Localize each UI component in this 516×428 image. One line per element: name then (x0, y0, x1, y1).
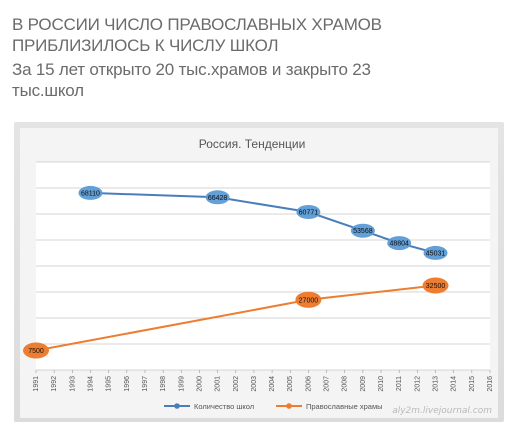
headline-line-1: В РОССИИ ЧИСЛО ПРАВОСЛАВНЫХ ХРАМОВ (12, 15, 382, 34)
x-tick-label: 1997 (142, 376, 149, 392)
x-tick-label: 2015 (469, 376, 476, 392)
legend-label-1: Количество школ (194, 402, 254, 411)
post-text: В РОССИИ ЧИСЛО ПРАВОСЛАВНЫХ ХРАМОВ ПРИБЛ… (12, 14, 508, 101)
data-point (387, 236, 412, 251)
x-tick-label: 1992 (51, 376, 58, 392)
data-label: 53568 (353, 228, 373, 235)
x-tick-label: 1999 (178, 376, 185, 392)
x-tick-label: 2008 (342, 376, 349, 392)
x-tick-label: 2014 (451, 376, 458, 392)
data-point (23, 342, 49, 359)
data-label: 27000 (299, 297, 319, 304)
chart-grid (36, 161, 490, 371)
x-tick-label: 2003 (251, 376, 258, 392)
data-label: 68110 (81, 190, 100, 197)
data-label: 48804 (389, 241, 409, 248)
legend-label-2: Православные храмы (306, 402, 383, 411)
x-tick-label: 2010 (378, 376, 385, 392)
x-tick-label: 2009 (360, 376, 367, 392)
post-headline: В РОССИИ ЧИСЛО ПРАВОСЛАВНЫХ ХРАМОВ ПРИБЛ… (12, 14, 508, 56)
x-tick-label: 1991 (33, 376, 40, 392)
x-tick-label: 2000 (196, 376, 203, 392)
x-tick-label: 2002 (233, 376, 240, 392)
x-tick-label: 2011 (396, 376, 403, 391)
x-tick-label: 2004 (269, 376, 276, 392)
x-tick-label: 1993 (69, 376, 76, 392)
data-label: 45031 (426, 250, 446, 257)
chart-title: Россия. Тенденции (199, 137, 306, 151)
x-tick-label: 2007 (324, 376, 331, 392)
chart-legend: Количество школ Православные храмы (164, 402, 383, 411)
watermark: aly2m.livejournal.com (392, 406, 492, 416)
x-tick-label: 1998 (160, 376, 167, 392)
data-point (205, 190, 230, 205)
data-point (295, 291, 322, 308)
x-tick-label: 1995 (106, 376, 113, 392)
data-point (423, 245, 448, 260)
subline-line-2: тыс.школ (12, 81, 84, 100)
data-label: 66428 (208, 195, 228, 202)
chart-image: Россия. Тенденции 1991 1992 1993 1994 1995 19… (14, 122, 504, 422)
headline-line-2: ПРИБЛИЗИЛОСЬ К ЧИСЛУ ШКОЛ (12, 36, 279, 55)
x-tick-label: 2013 (433, 376, 440, 392)
legend-marker (286, 403, 292, 409)
subline-line-1: За 15 лет открыто 20 тыс.храмов и закрыт… (12, 60, 371, 79)
data-point (296, 204, 321, 219)
legend-marker (174, 403, 180, 409)
data-label: 32500 (426, 283, 446, 290)
chart-series: 68110 66428 60771 53568 48804 45031 7500 27000 3… (23, 185, 449, 359)
x-axis-ticks: 1991 1992 1993 1994 1995 1996 1997 1998 1999 2000… (33, 370, 494, 392)
trend-chart: Россия. Тенденции 1991 1992 1993 1994 1995 19… (20, 128, 498, 418)
data-point (350, 223, 375, 238)
x-tick-label: 2016 (487, 376, 494, 392)
x-tick-label: 1994 (87, 376, 94, 392)
x-tick-label: 2006 (305, 376, 312, 392)
x-tick-label: 2001 (215, 376, 222, 392)
data-label: 60771 (299, 209, 319, 216)
data-label: 7500 (28, 348, 44, 355)
x-tick-label: 2012 (414, 376, 421, 392)
data-point (78, 185, 103, 200)
x-tick-label: 1996 (124, 376, 131, 392)
x-tick-label: 2005 (287, 376, 294, 392)
post-subline: За 15 лет открыто 20 тыс.храмов и закрыт… (12, 59, 508, 101)
data-point (422, 277, 449, 294)
